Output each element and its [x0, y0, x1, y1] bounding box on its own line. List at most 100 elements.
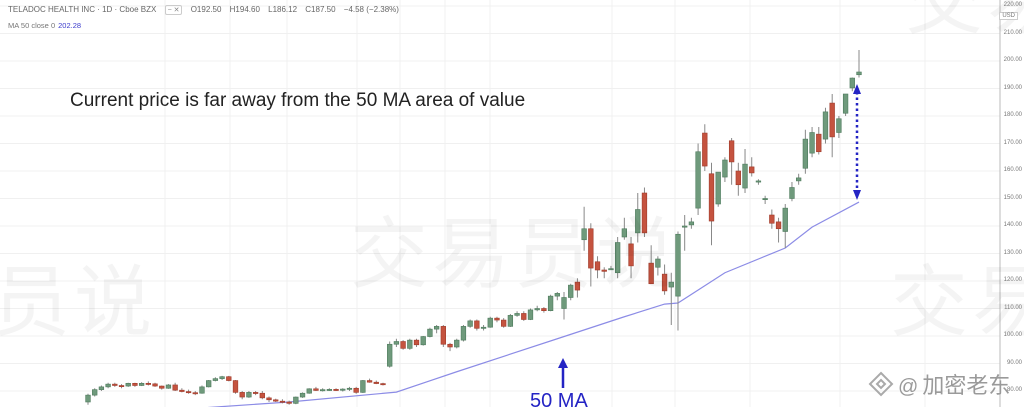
candle-up: [340, 388, 346, 391]
candle-down: [735, 170, 741, 186]
candle-up: [206, 380, 212, 388]
candle-up: [246, 392, 252, 398]
candle-down: [252, 392, 259, 394]
axis-tick-label: 180.00: [1003, 112, 1022, 118]
candle-down: [494, 317, 500, 321]
axis-tick-label: 150.00: [1003, 194, 1022, 201]
candle-down: [132, 382, 138, 386]
candle-up: [393, 341, 400, 345]
candle-up: [293, 396, 299, 404]
candle-down: [594, 261, 601, 271]
candle-down: [313, 388, 319, 391]
axis-tick-label: 210.00: [1003, 29, 1022, 36]
candle-down: [728, 140, 735, 163]
candle-down: [192, 392, 198, 395]
arrow-up-head-icon: [853, 84, 861, 94]
candle-up: [621, 228, 627, 238]
candle-up: [568, 284, 574, 298]
candle-up: [138, 382, 145, 386]
candle-up: [809, 132, 815, 154]
candle-up: [454, 339, 460, 348]
candle-up: [487, 317, 493, 328]
candle-down: [333, 389, 339, 391]
candle-up: [507, 315, 514, 327]
candle-up: [306, 388, 312, 394]
arrow-down-head-icon: [853, 190, 861, 200]
candle-up: [842, 93, 849, 114]
axis-tick-label: 170.00: [1003, 139, 1022, 146]
candle-down: [661, 273, 668, 292]
candle-down: [702, 132, 708, 167]
candle-up: [212, 378, 219, 381]
candle-down: [440, 326, 446, 345]
axis-tick-label: 90.00: [1006, 359, 1022, 366]
candle-down: [588, 228, 594, 269]
candle-down: [259, 392, 265, 399]
candle-down: [279, 400, 286, 403]
watermark: 交易: [890, 240, 1024, 352]
candle-down: [648, 262, 654, 285]
candle-down: [366, 380, 373, 383]
candle-up: [326, 389, 333, 391]
currency-label[interactable]: USD: [999, 12, 1018, 20]
candle-up: [299, 392, 306, 398]
indicator-legend[interactable]: MA 50 close 0 202.28: [8, 21, 81, 30]
candle-up: [796, 177, 802, 182]
candle-up: [433, 326, 440, 330]
candle-up: [467, 320, 473, 327]
candle-up: [554, 293, 560, 297]
candle-up: [165, 384, 172, 389]
candle-up: [427, 328, 433, 337]
collapse-legend-button[interactable]: − ✕: [164, 5, 183, 15]
ohlc-open: O192.50: [190, 5, 222, 14]
candle-up: [688, 221, 695, 226]
symbol-title[interactable]: TELADOC HEALTH INC · 1D · Cboe BZX: [8, 5, 157, 14]
candle-up: [849, 77, 855, 89]
indicator-value: 202.28: [58, 21, 82, 30]
candle-down: [118, 385, 125, 388]
candle-up: [742, 163, 748, 189]
candle-down: [112, 383, 118, 386]
watermark: 员说: [0, 240, 156, 352]
candle-down: [145, 382, 151, 385]
candle-down: [239, 392, 245, 398]
candle-up: [420, 336, 426, 346]
candle-down: [628, 243, 634, 267]
candle-up: [92, 389, 98, 396]
candle-up: [802, 138, 809, 169]
brand-name: 加密老东: [922, 373, 1011, 398]
annotation-text: Current price is far away from the 50 MA…: [70, 90, 526, 111]
candle-up: [534, 308, 540, 311]
candle-down: [829, 102, 835, 138]
candle-up: [219, 376, 225, 379]
candle-down: [179, 389, 185, 392]
candle-up: [715, 171, 721, 205]
candle-down: [413, 339, 420, 346]
axis-tick-label: 130.00: [1003, 249, 1022, 256]
candle-up: [514, 313, 520, 316]
ma-label: 50 MA: [530, 390, 588, 412]
candle-up: [360, 380, 366, 393]
candle-up: [856, 71, 862, 76]
watermark: 交易: [905, 0, 1024, 50]
candle-up: [547, 295, 554, 311]
axis-tick-label: 80.00: [1006, 387, 1022, 393]
candle-up: [85, 394, 91, 403]
candle-up: [782, 207, 788, 232]
candle-down: [185, 391, 192, 394]
candle-down: [380, 383, 386, 386]
ohlc-low: L186.12: [268, 5, 298, 14]
candle-up: [199, 386, 205, 394]
indicator-label: MA 50 close 0: [8, 21, 56, 30]
candle-up: [346, 387, 353, 390]
candle-up: [755, 180, 762, 183]
candle-down: [353, 387, 359, 393]
axis-tick-label: 100.00: [1003, 332, 1022, 338]
axis-tick-label: 190.00: [1003, 84, 1022, 91]
ohlc-close: C187.50: [305, 5, 336, 14]
candle-down: [159, 385, 165, 389]
candle-up: [675, 233, 681, 297]
candle-down: [641, 192, 648, 234]
candle-up: [635, 209, 641, 234]
